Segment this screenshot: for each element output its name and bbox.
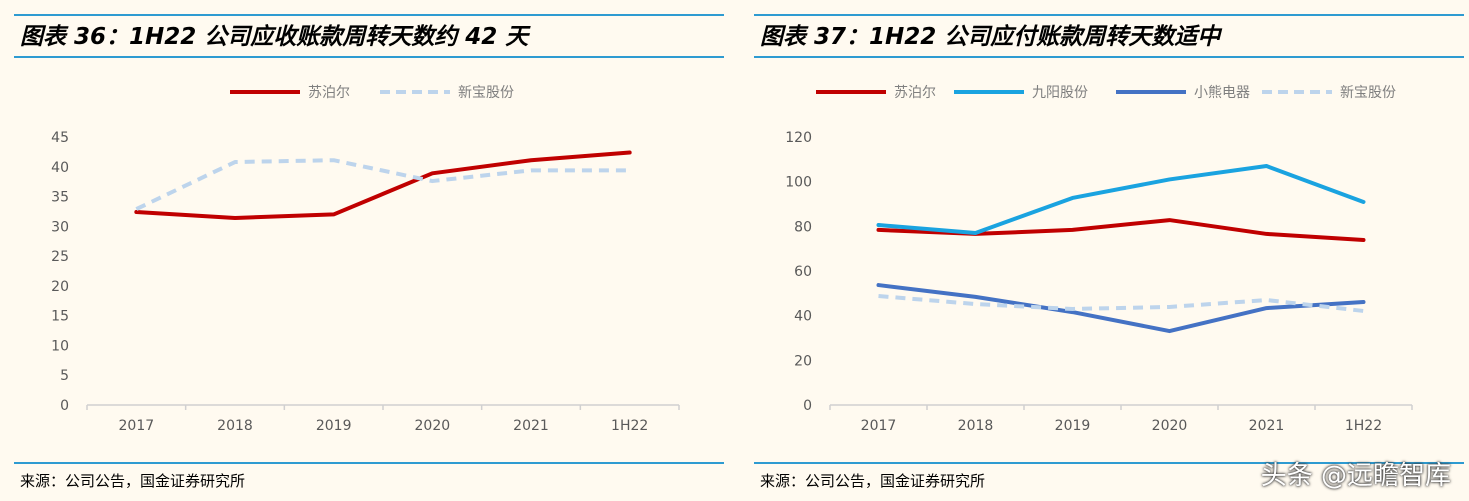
y-tick-label: 25 — [51, 249, 69, 265]
x-tick-label: 2017 — [119, 418, 155, 434]
y-tick-label: 0 — [60, 398, 69, 414]
legend-label: 苏泊尔 — [894, 85, 936, 101]
legend-label: 九阳股份 — [1032, 85, 1088, 101]
y-tick-label: 0 — [803, 398, 812, 414]
top-rule — [14, 14, 724, 16]
top-rule — [754, 14, 1464, 16]
y-tick-label: 15 — [51, 309, 69, 325]
chart-panel-36: 图表 36：1H22 公司应收账款周转天数约 42 天 0 5 10 15 20 25 30… — [14, 0, 724, 501]
y-tick-label: 120 — [785, 130, 812, 146]
y-tick-label: 35 — [51, 190, 69, 206]
y-tick-label: 100 — [785, 175, 812, 191]
y-tick-label: 80 — [794, 219, 812, 235]
series-line-九阳股份 — [876, 164, 1366, 236]
chart-37: 0 20 40 60 80 100 120 2017 2018 2019 2020 2021 1H22 苏… — [785, 85, 1413, 434]
series-line-新宝股份 — [135, 158, 630, 211]
title-rule — [754, 56, 1464, 58]
x-tick-label: 2018 — [217, 418, 253, 434]
chart-36: 0 5 10 15 20 25 30 35 40 45 2017 2018 2019 2020 2021 1H… — [51, 85, 680, 434]
y-tick-label: 20 — [794, 353, 812, 369]
y-tick-label: 40 — [794, 309, 812, 325]
x-tick-label: 2021 — [513, 418, 549, 434]
series-line-苏泊尔 — [134, 150, 632, 220]
x-tick-label: 2019 — [316, 418, 352, 434]
y-tick-label: 60 — [794, 264, 812, 280]
source-note: 来源：公司公告，国金证券研究所 — [20, 472, 246, 490]
x-tick-label: 2019 — [1055, 418, 1091, 434]
x-tick-label: 2018 — [958, 418, 994, 434]
series-line-小熊电器 — [876, 283, 1366, 334]
chart-title: 图表 37：1H22 公司应付账款周转天数适中 — [760, 24, 1221, 50]
series-line-新宝股份 — [878, 294, 1364, 313]
chart-title: 图表 36：1H22 公司应收账款周转天数约 42 天 — [20, 24, 529, 50]
x-tick-label: 1H22 — [1345, 418, 1382, 434]
x-tick-label: 2017 — [861, 418, 897, 434]
y-tick-label: 30 — [51, 219, 69, 235]
y-tick-label: 40 — [51, 160, 69, 176]
legend-label: 苏泊尔 — [308, 85, 350, 101]
x-tick-label: 2020 — [1152, 418, 1188, 434]
y-tick-label: 10 — [51, 338, 69, 354]
source-note: 来源：公司公告，国金证券研究所 — [760, 472, 986, 490]
title-rule — [14, 56, 724, 58]
legend-label: 新宝股份 — [1340, 85, 1396, 101]
y-tick-label: 45 — [51, 130, 69, 146]
x-tick-label: 1H22 — [611, 418, 648, 434]
bottom-rule — [14, 462, 724, 464]
watermark: 头条 @远瞻智库 — [1260, 461, 1451, 491]
legend-label: 小熊电器 — [1194, 85, 1250, 101]
bottom-rule — [754, 462, 1464, 464]
y-tick-label: 5 — [60, 368, 69, 384]
legend-label: 新宝股份 — [458, 85, 514, 101]
chart-panel-37: 图表 37：1H22 公司应付账款周转天数适中 0 20 40 60 80 100 120 2… — [754, 0, 1464, 501]
x-tick-label: 2020 — [415, 418, 451, 434]
y-tick-label: 20 — [51, 279, 69, 295]
x-tick-label: 2021 — [1249, 418, 1285, 434]
